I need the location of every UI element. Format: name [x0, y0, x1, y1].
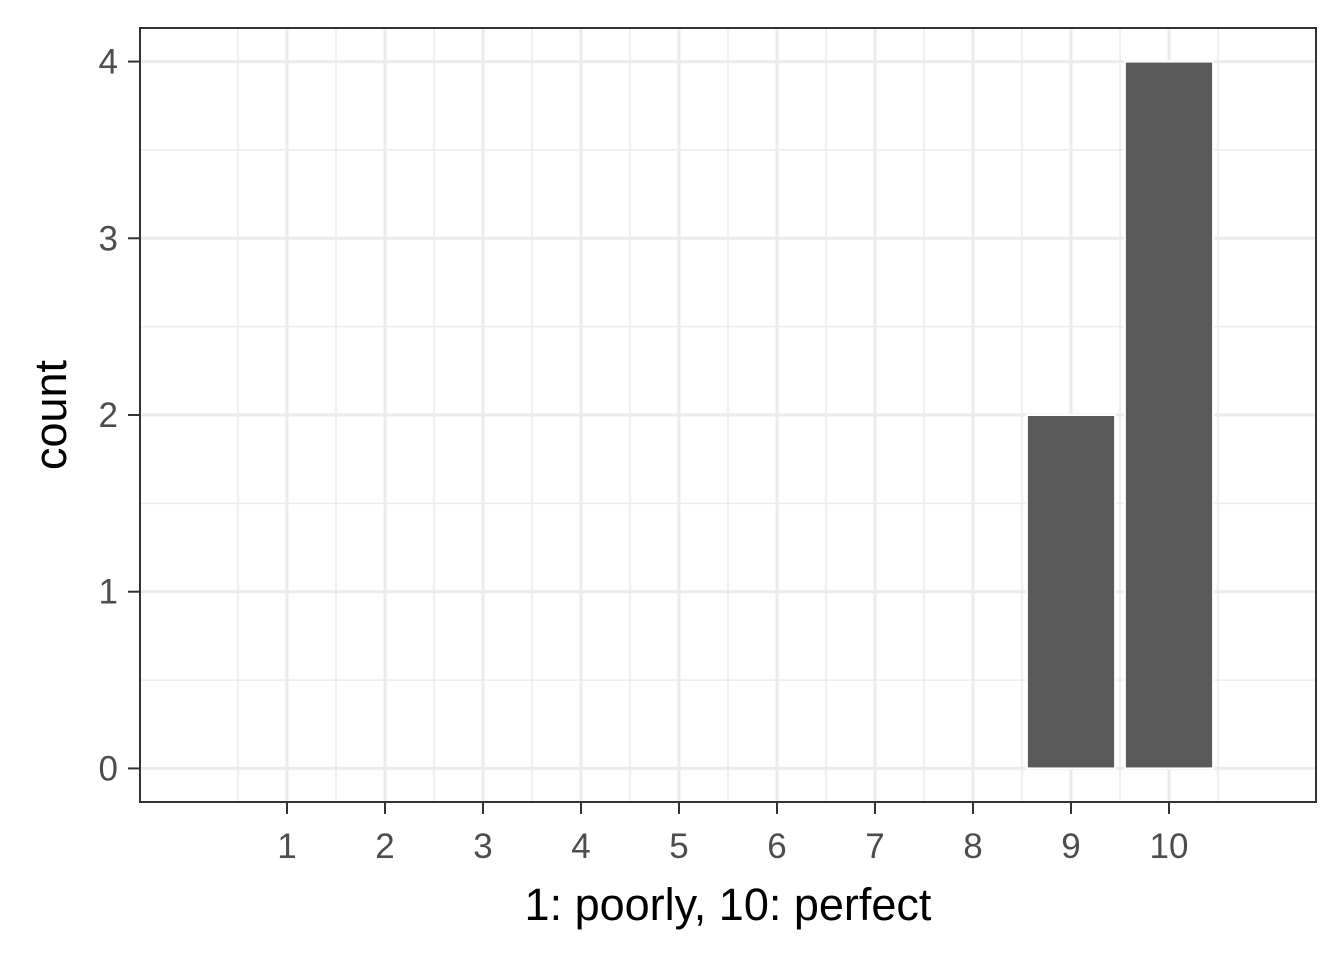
major-gridlines	[140, 28, 1316, 802]
x-tick-label: 5	[669, 827, 688, 866]
y-axis: 0 1 2 3 4	[99, 43, 140, 788]
x-tick-label: 2	[375, 827, 394, 866]
x-tick-label: 10	[1150, 827, 1189, 866]
x-tick-label: 4	[571, 827, 590, 866]
x-tick-label: 1	[277, 827, 296, 866]
x-tick-label: 7	[865, 827, 884, 866]
y-tick-label: 2	[99, 396, 118, 435]
y-tick-label: 1	[99, 573, 118, 612]
x-tick-label: 8	[963, 827, 982, 866]
y-tick-label: 3	[99, 219, 118, 258]
x-tick-label: 9	[1061, 827, 1080, 866]
y-tick-label: 4	[99, 43, 118, 82]
bar-10	[1123, 60, 1215, 770]
x-tick-label: 6	[767, 827, 786, 866]
x-axis: 1 2 3 4 5 6 7 8 9 10	[277, 802, 1188, 866]
y-axis-title: count	[25, 359, 76, 470]
x-tick-label: 3	[473, 827, 492, 866]
x-axis-title: 1: poorly, 10: perfect	[525, 879, 932, 930]
bars	[1025, 60, 1215, 770]
bar-9	[1025, 414, 1117, 770]
y-tick-label: 0	[99, 749, 118, 788]
